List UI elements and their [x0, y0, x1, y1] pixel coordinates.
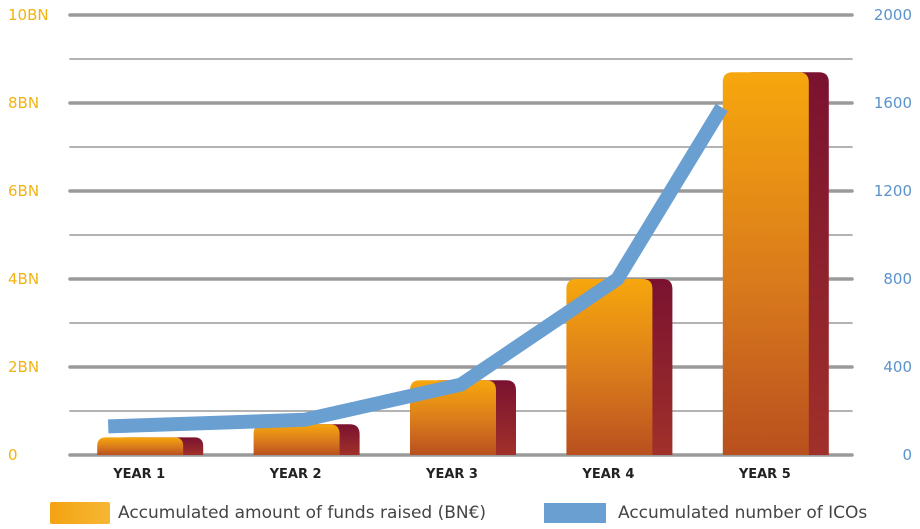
bar-series: [97, 72, 829, 455]
category-label: YEAR 1: [112, 467, 165, 482]
right-tick-label: 0: [902, 446, 912, 464]
bar: [566, 279, 653, 455]
legend-item-funds: Accumulated amount of funds raised (BN€): [50, 500, 486, 526]
legend-label-funds: Accumulated amount of funds raised (BN€): [118, 503, 487, 523]
category-label: YEAR 5: [738, 467, 791, 482]
left-axis: 0 2BN 4BN 6BN 8BN 10BN: [8, 6, 49, 464]
left-tick-label: 0: [8, 446, 18, 464]
left-tick-label: 10BN: [8, 6, 49, 24]
combo-chart: 0 2BN 4BN 6BN 8BN 10BN 0 400 800 1200 1600 2000 YE…: [8, 6, 912, 482]
legend-swatch-line: [544, 503, 606, 523]
bar: [410, 380, 496, 455]
bar: [253, 424, 340, 455]
right-tick-label: 800: [883, 270, 912, 288]
gridlines: [68, 13, 854, 457]
bar: [722, 72, 809, 455]
legend-swatch-bar: [50, 502, 110, 524]
left-tick-label: 4BN: [8, 270, 39, 288]
legend-label-icos: Accumulated number of ICOs: [618, 503, 868, 523]
right-axis: 0 400 800 1200 1600 2000: [874, 6, 912, 464]
bar: [97, 437, 184, 455]
right-tick-label: 1200: [874, 182, 912, 200]
legend: Accumulated amount of funds raised (BN€)…: [0, 500, 920, 526]
left-tick-label: 2BN: [8, 358, 39, 376]
ico-line: [107, 103, 728, 434]
right-tick-label: 1600: [874, 94, 912, 112]
category-axis: YEAR 1 YEAR 2 YEAR 3 YEAR 4 YEAR 5: [112, 467, 791, 482]
legend-item-icos: Accumulated number of ICOs: [544, 500, 867, 526]
left-tick-label: 8BN: [8, 94, 39, 112]
category-label: YEAR 3: [425, 467, 478, 482]
left-tick-label: 6BN: [8, 182, 39, 200]
category-label: YEAR 2: [269, 467, 322, 482]
right-tick-label: 400: [883, 358, 912, 376]
category-label: YEAR 4: [581, 467, 634, 482]
line-series: [107, 103, 728, 434]
right-tick-label: 2000: [874, 6, 912, 24]
